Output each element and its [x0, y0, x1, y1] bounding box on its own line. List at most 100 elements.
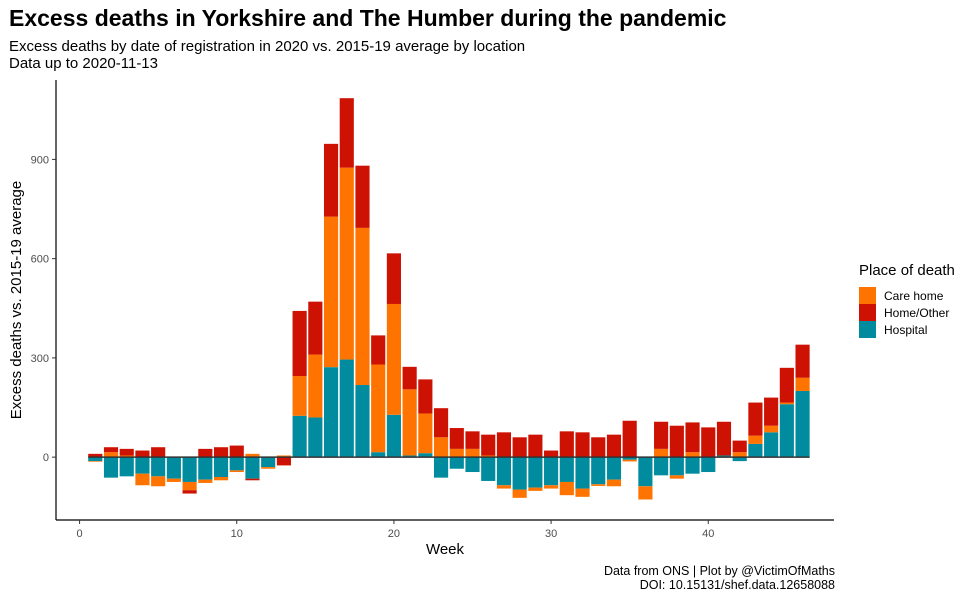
chart-title: Excess deaths in Yorkshire and The Humbe…: [9, 5, 727, 31]
bar-care-home-week-9: [213, 476, 229, 481]
bar-hospital-week-10: [229, 457, 244, 471]
x-tick-label-10: 10: [231, 528, 243, 540]
bar-hospital-week-35: [622, 457, 637, 460]
bar-care-home-week-24: [449, 448, 464, 458]
bar-care-home-week-37: [654, 448, 669, 458]
bar-hospital-week-31: [559, 457, 574, 482]
y-tick-label-600: 600: [31, 254, 49, 266]
legend-title: Place of death: [859, 262, 955, 279]
bar-home-other-week-44: [764, 397, 779, 426]
chart-subtitle: Excess deaths by date of registration in…: [9, 38, 525, 72]
y-axis-title: Excess deaths vs. 2015-19 average: [8, 181, 25, 419]
bar-care-home-week-6: [166, 478, 181, 482]
bar-care-home-week-30: [544, 485, 559, 489]
bar-care-home-week-22: [418, 413, 433, 454]
x-axis-title: Week: [426, 541, 465, 558]
bar-home-other-week-4: [135, 450, 150, 458]
bar-home-other-week-22: [418, 379, 433, 414]
bar-home-other-week-30: [544, 450, 559, 458]
bar-care-home-week-7: [182, 481, 197, 491]
bar-hospital-week-1: [88, 457, 103, 462]
x-tick-label-30: 30: [545, 528, 557, 540]
bar-care-home-week-12: [261, 467, 276, 469]
y-tick-label-900: 900: [31, 154, 49, 166]
bar-hospital-week-29: [528, 457, 543, 488]
bar-home-other-week-40: [701, 427, 716, 458]
bar-home-other-week-3: [119, 448, 134, 456]
bar-hospital-week-7: [182, 457, 197, 482]
bar-hospital-week-6: [166, 457, 181, 479]
subtitle-line-1: Excess deaths by date of registration in…: [9, 38, 526, 55]
legend-key-care-home: [859, 287, 876, 304]
legend-label-home-other: Home/Other: [884, 305, 950, 320]
bar-care-home-week-11: [245, 453, 260, 458]
bar-home-other-week-13: [276, 457, 291, 466]
bar-care-home-week-2: [103, 452, 119, 458]
bar-hospital-week-28: [512, 457, 527, 490]
bar-care-home-week-46: [795, 377, 810, 391]
bar-hospital-week-11: [245, 457, 260, 479]
bar-hospital-week-37: [654, 457, 669, 476]
bar-care-home-week-17: [339, 167, 354, 360]
bar-care-home-week-39: [685, 452, 700, 458]
bar-hospital-week-4: [135, 457, 150, 474]
bar-hospital-week-39: [685, 457, 700, 474]
bar-care-home-week-38: [669, 475, 684, 479]
bar-care-home-week-25: [465, 448, 480, 458]
bar-care-home-week-26: [481, 455, 496, 458]
bar-hospital-week-45: [779, 404, 794, 458]
bar-hospital-week-32: [575, 457, 590, 489]
legend-item-care-home: Care home: [859, 287, 943, 304]
bar-care-home-week-45: [779, 402, 794, 405]
bar-hospital-week-3: [119, 457, 134, 477]
bar-home-other-week-26: [481, 434, 496, 456]
bar-care-home-week-31: [559, 481, 574, 496]
bar-hospital-week-34: [606, 457, 622, 480]
subtitle-line-2: Data up to 2020-11-13: [9, 55, 158, 72]
bar-care-home-week-1: [88, 461, 103, 462]
bar-hospital-week-16: [323, 367, 339, 458]
bar-hospital-week-42: [732, 457, 747, 462]
legend-label-care-home: Care home: [884, 288, 944, 303]
bar-home-other-week-32: [575, 432, 590, 458]
bar-care-home-week-4: [135, 473, 150, 486]
bar-care-home-week-35: [622, 459, 637, 462]
legend-item-home-other: Home/Other: [859, 304, 949, 321]
bar-home-other-week-9: [213, 447, 229, 458]
legend-item-hospital: Hospital: [859, 321, 927, 338]
chart-caption: Data from ONS | Plot by @VictimOfMaths D…: [604, 564, 835, 592]
legend-label-hospital: Hospital: [884, 322, 928, 337]
bar-hospital-week-41: [716, 455, 732, 458]
bar-care-home-week-14: [292, 376, 307, 416]
bar-hospital-week-14: [292, 415, 307, 458]
bar-hospital-week-30: [544, 457, 559, 486]
bar-hospital-week-43: [748, 443, 763, 458]
bar-care-home-week-27: [496, 485, 512, 489]
bar-hospital-week-22: [418, 453, 433, 458]
bar-hospital-week-20: [386, 414, 401, 458]
bar-care-home-week-36: [638, 486, 653, 500]
caption-line-1: Data from ONS | Plot by @VictimOfMaths: [603, 564, 835, 578]
y-tick-label-0: 0: [43, 452, 49, 464]
bar-care-home-week-16: [323, 216, 339, 368]
bar-hospital-week-26: [481, 457, 496, 481]
bar-hospital-week-24: [449, 457, 464, 469]
bar-home-other-week-2: [103, 447, 119, 453]
bar-hospital-week-40: [701, 457, 716, 473]
bar-care-home-week-5: [151, 476, 166, 487]
bar-care-home-week-33: [591, 484, 606, 486]
bar-home-other-week-28: [512, 437, 527, 458]
x-tick-label-0: 0: [77, 528, 83, 540]
bar-home-other-week-41: [716, 421, 732, 456]
bar-care-home-week-13: [276, 455, 291, 458]
bar-care-home-week-43: [748, 435, 763, 444]
bar-home-other-week-11: [245, 478, 260, 481]
bar-home-other-week-1: [88, 453, 103, 458]
bar-care-home-week-3: [119, 455, 134, 458]
bar-hospital-week-18: [355, 385, 370, 458]
bar-home-other-week-10: [229, 445, 244, 458]
bar-hospital-week-25: [465, 457, 480, 473]
bar-home-other-week-7: [182, 490, 197, 494]
bar-home-other-week-31: [559, 431, 574, 458]
bar-home-other-week-23: [433, 408, 449, 438]
